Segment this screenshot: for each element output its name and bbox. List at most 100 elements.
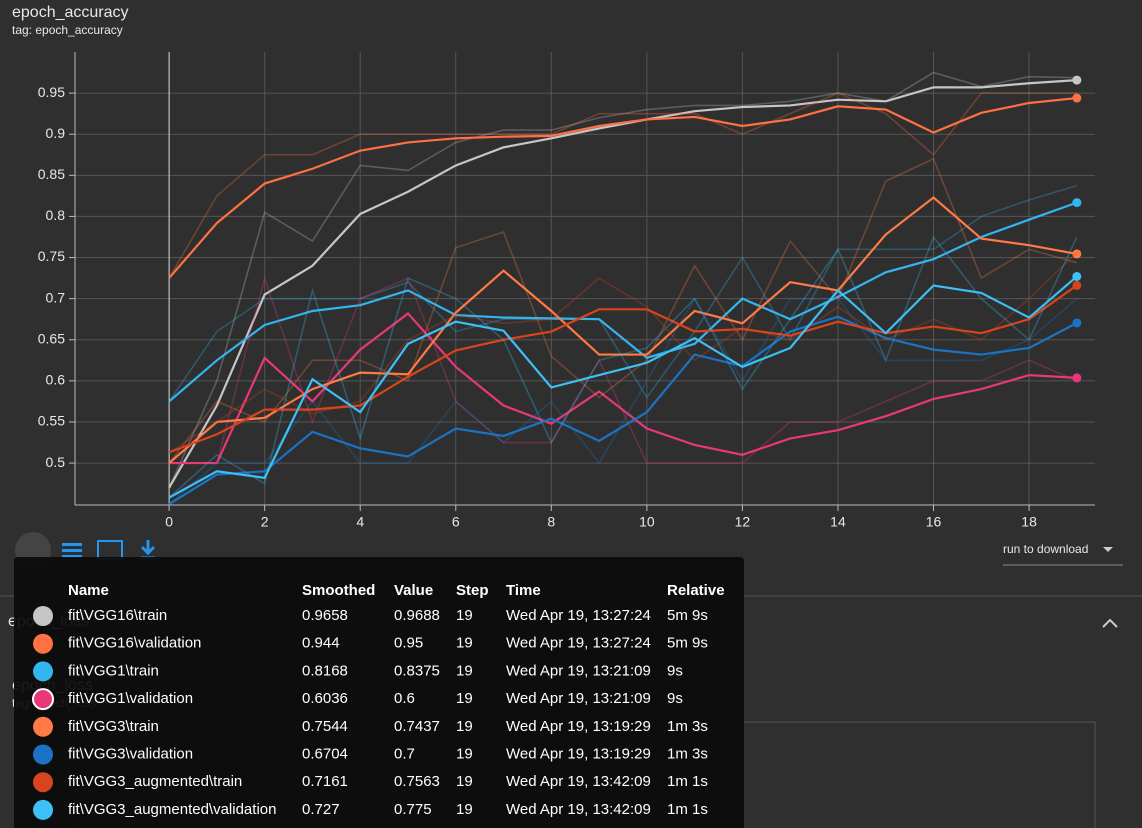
- run-swatch: [33, 744, 53, 765]
- run-swatch: [32, 688, 54, 711]
- cell: Wed Apr 19, 13:27:24: [506, 607, 651, 624]
- raw-line: [168, 184, 1078, 402]
- cell: fit\VGG1\validation: [68, 690, 193, 707]
- cell: fit\VGG16\train: [68, 607, 167, 624]
- x-tick-label: 2: [261, 514, 269, 530]
- smoothed-line: [168, 196, 1078, 464]
- x-tick-label: 4: [356, 514, 364, 530]
- cell: fit\VGG3\validation: [68, 745, 193, 762]
- y-tick-label: 0.75: [38, 248, 65, 264]
- cell: 19: [456, 635, 473, 652]
- column-header: Time: [506, 582, 541, 599]
- tooltip-background: [14, 557, 744, 828]
- cell: 9s: [667, 690, 683, 707]
- smoothed-line: [168, 275, 1078, 499]
- cell: 1m 1s: [667, 801, 708, 818]
- raw-line: [168, 235, 1078, 499]
- cell: 0.6704: [302, 745, 348, 762]
- smoothed-line: [168, 79, 1077, 489]
- cell: 0.8168: [302, 662, 348, 679]
- cell: 9s: [667, 662, 683, 679]
- cell: fit\VGG3_augmented\train: [68, 773, 242, 790]
- cell: 19: [456, 690, 473, 707]
- cell: 0.727: [302, 801, 340, 818]
- x-tick-label: 10: [639, 514, 655, 530]
- raw-line: [168, 157, 1078, 464]
- x-tick-label: 12: [735, 514, 751, 530]
- run-swatch: [33, 633, 53, 654]
- cell: 0.7544: [302, 718, 348, 735]
- y-tick-label: 0.55: [38, 413, 65, 429]
- y-tick-label: 0.8: [46, 207, 66, 223]
- smoothed-line: [168, 201, 1078, 403]
- cell: 0.944: [302, 635, 340, 652]
- card-title: epoch_accuracy: [12, 4, 129, 21]
- plot: 0.5 0.55 0.6 0.65 0.7 0.75 0.8 0.85 0.9 0.95 0 2 4 6 8…: [38, 52, 1095, 530]
- x-tick-label: 14: [830, 514, 846, 530]
- cell: Wed Apr 19, 13:42:09: [506, 801, 651, 818]
- end-point: [1072, 198, 1082, 208]
- end-point: [1072, 373, 1082, 383]
- cell: 1m 3s: [667, 745, 708, 762]
- cell: 0.7437: [394, 718, 440, 735]
- smoothed-line: [168, 284, 1078, 454]
- x-tick-label: 18: [1021, 514, 1037, 530]
- y-tick-label: 0.95: [38, 84, 65, 100]
- raw-line: [168, 297, 1078, 505]
- cell: 19: [456, 773, 473, 790]
- end-point: [1072, 249, 1082, 259]
- tooltip: Name Smoothed Value Step Time Relative fit\VGG…: [14, 557, 744, 828]
- y-tick-label: 0.6: [46, 372, 66, 388]
- cell: fit\VGG1\train: [68, 662, 159, 679]
- smoothed-line: [168, 96, 1077, 279]
- run-swatch: [33, 661, 53, 682]
- dropdown-arrow: [1103, 547, 1113, 552]
- lines-button-bar: [62, 549, 82, 552]
- cell: Wed Apr 19, 13:19:29: [506, 718, 651, 735]
- cell: fit\VGG3_augmented\validation: [68, 801, 276, 818]
- end-point: [1072, 280, 1082, 290]
- cell: 0.95: [394, 635, 423, 652]
- cell: Wed Apr 19, 13:27:24: [506, 635, 651, 652]
- lines-button-bar: [62, 555, 82, 558]
- column-header: Smoothed: [302, 582, 375, 599]
- end-point: [1072, 93, 1082, 103]
- end-point: [1072, 271, 1082, 281]
- y-tick-label: 0.9: [46, 125, 66, 141]
- cell: 0.775: [394, 801, 432, 818]
- lines-button[interactable]: [62, 543, 82, 546]
- cell: 0.7161: [302, 773, 348, 790]
- run-swatch: [33, 772, 53, 793]
- y-tick-label: 0.85: [38, 166, 65, 182]
- cell: fit\VGG3\train: [68, 718, 159, 735]
- cell: 0.7: [394, 745, 415, 762]
- cell: 19: [456, 745, 473, 762]
- cell: 0.9688: [394, 607, 440, 624]
- end-point: [1072, 75, 1082, 85]
- cell: fit\VGG16\validation: [68, 635, 201, 652]
- y-tick-label: 0.65: [38, 330, 65, 346]
- collapse-button[interactable]: [1102, 618, 1118, 628]
- run-swatch: [33, 716, 53, 737]
- cell: 0.7563: [394, 773, 440, 790]
- y-tick-label: 0.7: [46, 289, 66, 305]
- smoothed-line: [168, 315, 1078, 506]
- x-tick-label: 6: [452, 514, 460, 530]
- raw-line: [168, 251, 1078, 454]
- cell: 19: [456, 662, 473, 679]
- x-tick-label: 0: [165, 514, 173, 530]
- column-header: Relative: [667, 582, 725, 599]
- card-tag: tag: epoch_accuracy: [12, 23, 123, 37]
- end-point: [1072, 318, 1082, 328]
- raw-line: [168, 71, 1077, 489]
- download-select[interactable]: run to download: [1003, 542, 1088, 556]
- column-header: Value: [394, 582, 433, 599]
- cell: 5m 9s: [667, 635, 708, 652]
- cell: 0.6: [394, 690, 415, 707]
- smoothed-line: [169, 311, 1077, 465]
- cell: 0.9658: [302, 607, 348, 624]
- cell: 1m 1s: [667, 773, 708, 790]
- cell: 19: [456, 801, 473, 818]
- run-swatch: [33, 606, 53, 626]
